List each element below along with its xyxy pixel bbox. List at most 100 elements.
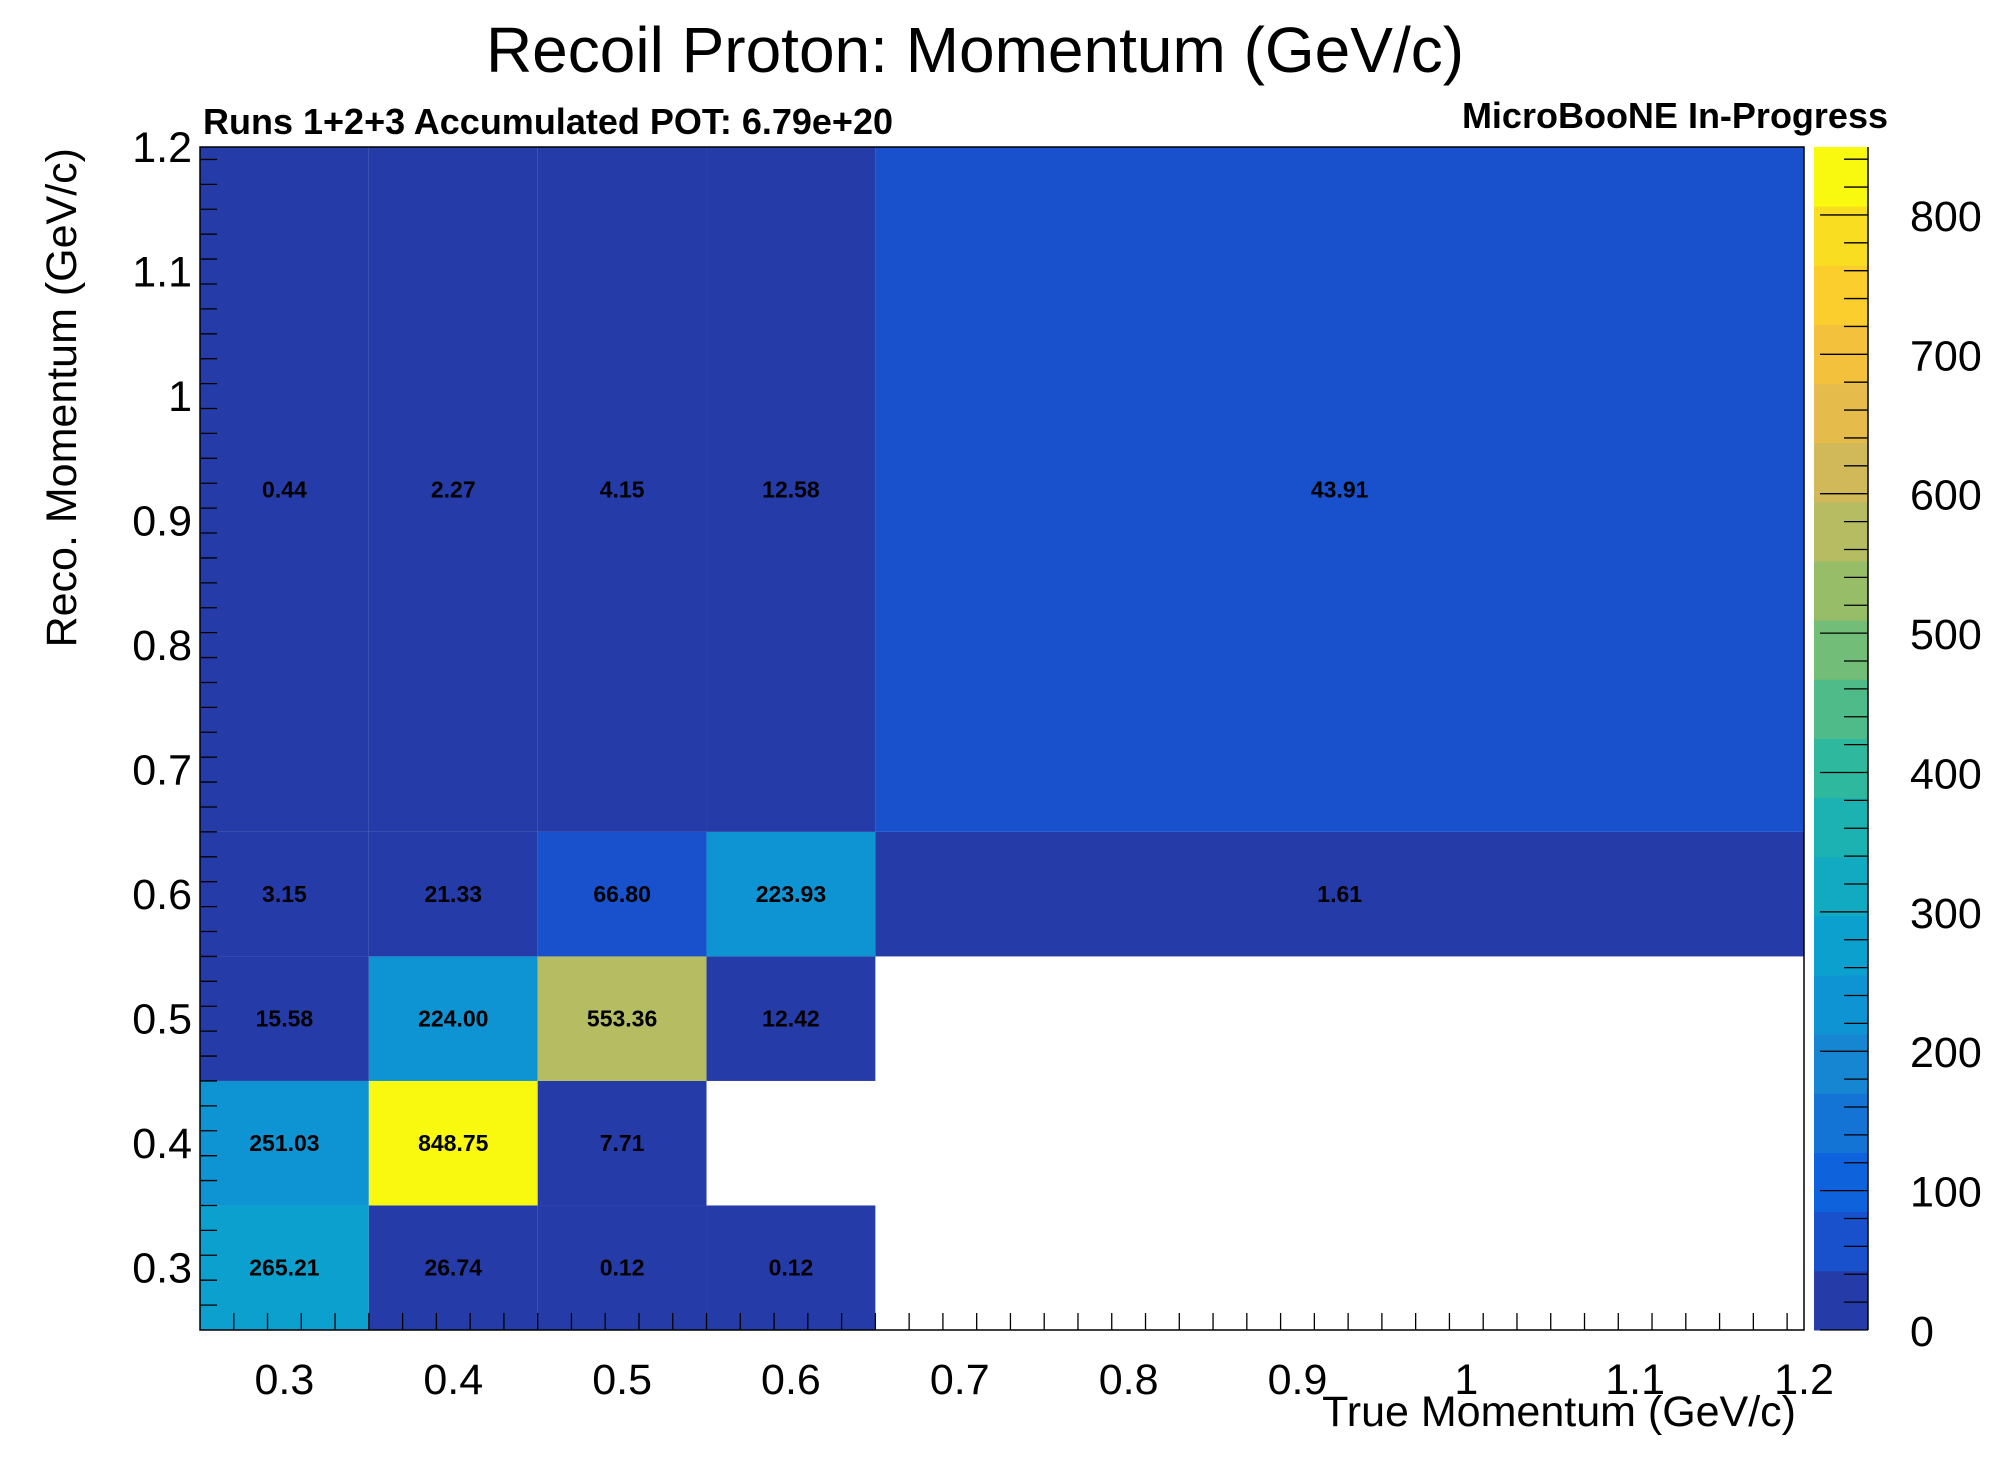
colorbar-segment xyxy=(1814,797,1868,858)
colorbar-segment xyxy=(1814,206,1868,266)
colorbar-segment xyxy=(1814,620,1868,680)
heatmap-cell xyxy=(875,147,1804,832)
x-tick-label: 0.6 xyxy=(761,1356,821,1404)
colorbar-tick-label: 700 xyxy=(1910,332,1982,380)
y-tick-label: 1.2 xyxy=(132,124,192,172)
heatmap-cell xyxy=(537,1080,707,1206)
cell-value-label: 251.03 xyxy=(249,1130,319,1156)
x-tick-label: 0.7 xyxy=(930,1356,990,1404)
cell-value-label: 2.27 xyxy=(431,476,476,502)
x-tick-label: 0.4 xyxy=(423,1356,483,1404)
x-tick-label: 0.5 xyxy=(592,1356,652,1404)
x-tick-label: 0.3 xyxy=(255,1356,315,1404)
y-tick-label: 0.4 xyxy=(132,1120,192,1168)
y-tick-label: 1.1 xyxy=(132,249,192,297)
heatmap-cell xyxy=(537,831,707,957)
cell-value-label: 0.12 xyxy=(769,1255,814,1281)
colorbar-tick-label: 600 xyxy=(1910,472,1982,520)
y-tick-label: 1 xyxy=(168,373,192,421)
colorbar-segment xyxy=(1814,915,1868,976)
colorbar-segment xyxy=(1814,442,1868,503)
y-tick-label: 0.5 xyxy=(132,996,192,1044)
cell-value-label: 12.42 xyxy=(762,1006,820,1032)
colorbar-segment xyxy=(1814,1270,1868,1331)
colorbar-segment xyxy=(1814,1211,1868,1272)
x-tick-label: 1.2 xyxy=(1774,1356,1834,1404)
cell-value-label: 223.93 xyxy=(756,881,826,907)
x-tick-label: 0.8 xyxy=(1099,1356,1159,1404)
colorbar-tick-label: 300 xyxy=(1910,890,1982,938)
colorbar-tick-label: 200 xyxy=(1910,1029,1982,1077)
heatmap-cell xyxy=(368,956,538,1081)
heatmap-cell xyxy=(368,147,538,832)
colorbar-segment xyxy=(1814,975,1868,1035)
cell-value-label: 43.91 xyxy=(1311,476,1369,502)
colorbar-segment xyxy=(1814,147,1868,207)
x-axis-label: True Momentum (GeV/c) xyxy=(1322,1388,1796,1436)
heatmap-cell xyxy=(706,956,876,1081)
heatmap-cell xyxy=(706,831,876,957)
heatmap-cell xyxy=(200,1080,369,1206)
heatmap-cell xyxy=(200,147,369,832)
y-axis-label: Reco. Momentum (GeV/c) xyxy=(38,148,86,647)
colorbar-tick-label: 800 xyxy=(1910,193,1982,241)
x-tick-label: 1.1 xyxy=(1605,1356,1665,1404)
cell-value-label: 0.12 xyxy=(600,1255,645,1281)
cell-value-label: 7.71 xyxy=(600,1130,645,1156)
x-tick-label: 0.9 xyxy=(1268,1356,1328,1404)
colorbar-tick-label: 0 xyxy=(1910,1308,1934,1356)
chart-title: Recoil Proton: Momentum (GeV/c) xyxy=(486,14,1464,86)
colorbar-segment xyxy=(1814,1093,1868,1154)
y-tick-label: 0.8 xyxy=(132,622,192,670)
y-tick-label: 0.6 xyxy=(132,871,192,919)
colorbar-segment xyxy=(1814,1152,1868,1213)
cell-value-label: 553.36 xyxy=(587,1006,657,1032)
axes: 0.3 0.4 0.5 0.6 0.7 0.8 0.9 1 1.1 1.2 0.3 0.4 0.5 0.6… xyxy=(132,124,1834,1404)
colorbar-segment xyxy=(1814,383,1868,444)
heatmap-cell xyxy=(537,1205,707,1330)
cell-value-label: 848.75 xyxy=(418,1130,489,1156)
colorbar-segment xyxy=(1814,501,1868,562)
colorbar-tick-label: 100 xyxy=(1910,1169,1982,1217)
heatmap-cell xyxy=(537,956,707,1081)
heatmap-cell xyxy=(200,831,369,957)
colorbar-segment xyxy=(1814,738,1868,799)
cell-value-label: 26.74 xyxy=(424,1255,482,1281)
y-tick-label: 0.7 xyxy=(132,747,192,795)
cell-value-label: 4.15 xyxy=(600,476,645,502)
colorbar: 0 100 200 300 400 500 600 700 800 xyxy=(1814,147,1982,1356)
cell-value-label: 66.80 xyxy=(593,881,651,907)
x-tick-label: 1 xyxy=(1454,1356,1478,1404)
cell-value-label: 21.33 xyxy=(424,881,482,907)
heatmap-cell-labels: 265.21 26.74 0.12 0.12 251.03 848.75 7.71 15.58… xyxy=(249,476,1368,1280)
heatmap-cell xyxy=(875,831,1804,957)
colorbar-tick-label: 500 xyxy=(1910,611,1982,659)
heatmap-cell xyxy=(200,956,369,1081)
cell-value-label: 224.00 xyxy=(418,1006,488,1032)
cell-value-label: 0.44 xyxy=(262,476,307,502)
colorbar-tick-label: 400 xyxy=(1910,750,1982,798)
heatmap-cell xyxy=(200,1205,369,1330)
heatmap-cells xyxy=(200,147,1804,1330)
plot-frame xyxy=(199,146,1805,1331)
experiment-label: MicroBooNE In-Progress xyxy=(1462,95,1888,136)
heatmap-cell xyxy=(368,831,538,957)
heatmap-cell xyxy=(368,1080,538,1206)
cell-value-label: 15.58 xyxy=(256,1006,314,1032)
heatmap-cell xyxy=(706,1205,876,1330)
colorbar-segment xyxy=(1814,1034,1868,1094)
colorbar-segment xyxy=(1814,856,1868,917)
heatmap-cell xyxy=(368,1205,538,1330)
cell-value-label: 3.15 xyxy=(262,881,307,907)
heatmap-cell xyxy=(537,147,707,832)
y-tick-label: 0.3 xyxy=(132,1245,192,1293)
cell-value-label: 265.21 xyxy=(249,1255,320,1281)
y-tick-label: 0.9 xyxy=(132,498,192,546)
heatmap-cell xyxy=(706,147,876,832)
colorbar-segment xyxy=(1814,265,1868,325)
cell-value-label: 12.58 xyxy=(762,476,820,502)
run-info-label: Runs 1+2+3 Accumulated POT: 6.79e+20 xyxy=(203,101,893,142)
cell-value-label: 1.61 xyxy=(1317,881,1362,907)
colorbar-segment xyxy=(1814,561,1868,621)
